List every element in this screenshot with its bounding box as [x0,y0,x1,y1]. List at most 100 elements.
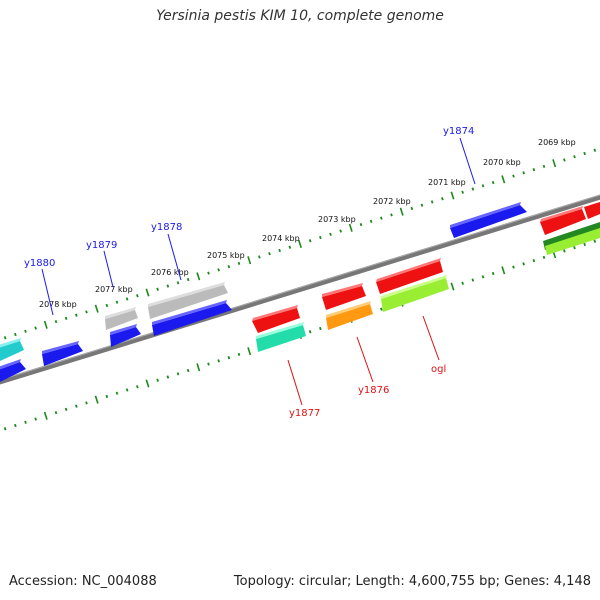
leader-y1877 [287,359,303,406]
feature-forward-blue-1[interactable] [450,202,527,238]
outer-tick [552,159,557,168]
gene-label-y1874[interactable]: y1874 [443,126,474,137]
feature-reverse-red-2[interactable] [322,283,366,310]
kbp-label-2074: 2074 kbp [262,234,300,243]
outer-tick [217,268,220,272]
feature-reverse-red-4[interactable] [540,206,586,235]
accession-text: Accession: NC_004088 [9,574,157,589]
inner-tick [54,411,58,415]
outer-tick [156,287,159,291]
feature-forward-blue-2[interactable] [152,300,232,336]
gene-label-y1878[interactable]: y1878 [151,222,182,233]
inner-tick [308,330,312,334]
feature-reverse-lime-1[interactable] [381,275,449,312]
outer-tick [319,235,322,240]
outer-tick [471,187,475,191]
kbp-label-2073: 2073 kbp [318,215,356,224]
inner-tick [247,347,252,356]
inner-tick [136,385,139,389]
feature-forward-grey-2[interactable] [105,307,138,330]
outer-tick [501,175,506,184]
outer-tick [115,300,119,304]
outer-tick [268,252,271,256]
outer-tick [24,329,27,333]
inner-tick [501,266,506,275]
feature-reverse-red-1[interactable] [376,258,443,294]
inner-tick [563,249,566,253]
outer-tick [542,164,546,168]
outer-tick [176,281,180,285]
outer-tick [298,239,302,249]
outer-tick [348,223,353,232]
outer-tick [247,256,252,265]
gene-label-y1876[interactable]: y1876 [358,385,389,396]
outer-tick [186,277,190,282]
outer-tick [532,168,536,172]
tick-row-outer [3,148,597,340]
inner-tick [176,372,180,376]
inner-tick [34,417,37,421]
inner-tick [94,395,99,404]
outer-tick [522,171,525,175]
kbp-label-2070: 2070 kbp [483,158,521,167]
feature-reverse-teal[interactable] [256,322,306,352]
inner-tick [461,281,464,285]
gene-label-y1877[interactable]: y1877 [289,408,320,419]
inner-tick [14,423,17,428]
kbp-label-2071: 2071 kbp [428,178,466,187]
inner-tick [145,379,150,388]
outer-tick [339,229,342,233]
feature-forward-blue-3[interactable] [110,324,141,347]
outer-tick [563,158,566,162]
inner-tick [85,401,88,405]
outer-tick [410,206,414,211]
inner-tick [380,307,383,311]
leader-y1880 [41,268,54,316]
leader-y1876 [356,336,374,383]
outer-tick [196,272,201,281]
map-title: Yersinia pestis KIM 10, complete genome [156,8,444,24]
outer-tick [43,320,48,329]
feature-reverse-lime-2[interactable] [545,228,600,255]
outer-tick [136,294,139,298]
gene-label-ogl[interactable]: ogl [431,364,446,375]
feature-forward-blue-5[interactable] [0,359,26,382]
backbone-highlight [0,194,600,381]
kbp-label-2069: 2069 kbp [538,138,576,147]
outer-tick [105,303,109,308]
inner-tick [75,404,78,408]
inner-tick [471,278,475,282]
outer-tick [430,200,434,204]
inner-tick [217,359,220,363]
feature-forward-grey-1[interactable] [148,282,228,319]
kbp-label-2076: 2076 kbp [151,268,189,277]
gene-label-y1879[interactable]: y1879 [86,240,117,251]
outer-tick [34,326,37,330]
feature-reverse-red-5[interactable] [584,202,600,219]
inner-tick [125,388,129,392]
outer-tick [308,239,312,243]
feature-reverse-orange[interactable] [326,301,373,330]
outer-tick [64,316,68,320]
outer-tick [75,313,78,317]
outer-tick [54,320,58,324]
outer-tick [491,180,495,185]
gene-label-y1880[interactable]: y1880 [24,258,55,269]
inner-tick [532,259,536,263]
kbp-label-2077: 2077 kbp [95,285,133,294]
backbone-line [0,194,600,385]
inner-tick [227,356,231,360]
outer-tick [94,304,99,313]
kbp-label-2075: 2075 kbp [207,251,245,260]
outer-tick [329,232,332,236]
inner-tick [593,239,597,243]
outer-tick [258,255,261,259]
feature-forward-blue-4[interactable] [42,341,83,366]
feature-forward-cyan[interactable] [0,338,24,361]
kbp-label-2078: 2078 kbp [39,300,77,309]
outer-tick [227,265,231,269]
outer-tick [145,288,150,297]
feature-reverse-red-3[interactable] [252,305,300,333]
outer-tick [3,336,7,340]
